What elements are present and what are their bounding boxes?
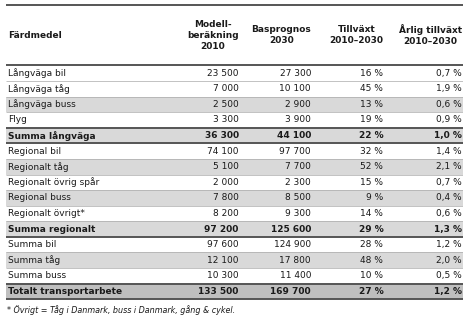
- Bar: [6, 252, 463, 268]
- Text: 44 100: 44 100: [276, 131, 310, 140]
- Text: 14 %: 14 %: [360, 209, 382, 218]
- Bar: [6, 175, 463, 190]
- Bar: [6, 206, 463, 221]
- Text: Färdmedel: Färdmedel: [8, 31, 62, 40]
- Text: Summa regionalt: Summa regionalt: [8, 225, 95, 233]
- Text: 10 %: 10 %: [360, 271, 382, 280]
- Text: 1,4 %: 1,4 %: [435, 146, 461, 156]
- Text: Regionalt tåg: Regionalt tåg: [8, 162, 69, 172]
- Bar: [6, 284, 463, 299]
- Text: 2,0 %: 2,0 %: [435, 256, 461, 265]
- Text: Regionalt övrig spår: Regionalt övrig spår: [8, 177, 100, 187]
- Text: 3 900: 3 900: [285, 115, 310, 125]
- Text: 0,6 %: 0,6 %: [435, 100, 461, 109]
- Text: 52 %: 52 %: [360, 162, 382, 171]
- Text: Årlig tillväxt
2010–2030: Årlig tillväxt 2010–2030: [398, 24, 461, 46]
- Bar: [6, 237, 463, 252]
- Text: 1,9 %: 1,9 %: [435, 84, 461, 93]
- Text: 15 %: 15 %: [360, 178, 382, 187]
- Text: Summa långväga: Summa långväga: [8, 130, 96, 141]
- Text: 8 200: 8 200: [213, 209, 238, 218]
- Text: 2 500: 2 500: [213, 100, 238, 109]
- Bar: [6, 96, 463, 112]
- Text: 45 %: 45 %: [360, 84, 382, 93]
- Text: 32 %: 32 %: [360, 146, 382, 156]
- Text: 1,2 %: 1,2 %: [433, 287, 461, 296]
- Text: 2,1 %: 2,1 %: [435, 162, 461, 171]
- Text: 27 %: 27 %: [358, 287, 382, 296]
- Text: Basprognos
2030: Basprognos 2030: [251, 25, 310, 45]
- Text: 7 800: 7 800: [213, 193, 238, 202]
- Text: 0,4 %: 0,4 %: [435, 193, 461, 202]
- Text: 124 900: 124 900: [273, 240, 310, 249]
- Text: 2 900: 2 900: [285, 100, 310, 109]
- Text: Summa tåg: Summa tåg: [8, 255, 61, 265]
- Bar: [6, 221, 463, 237]
- Text: 11 400: 11 400: [279, 271, 310, 280]
- Text: 29 %: 29 %: [358, 225, 382, 233]
- Text: 0,6 %: 0,6 %: [435, 209, 461, 218]
- Text: Långväga buss: Långväga buss: [8, 99, 76, 109]
- Bar: [6, 268, 463, 284]
- Text: 19 %: 19 %: [360, 115, 382, 125]
- Text: 1,0 %: 1,0 %: [433, 131, 461, 140]
- Text: 5 100: 5 100: [213, 162, 238, 171]
- Bar: [6, 5, 463, 65]
- Text: 1,2 %: 1,2 %: [435, 240, 461, 249]
- Text: 12 100: 12 100: [206, 256, 238, 265]
- Text: 9 300: 9 300: [285, 209, 310, 218]
- Text: Summa bil: Summa bil: [8, 240, 56, 249]
- Text: Regional buss: Regional buss: [8, 193, 71, 202]
- Bar: [6, 112, 463, 128]
- Text: 125 600: 125 600: [270, 225, 310, 233]
- Text: 97 700: 97 700: [279, 146, 310, 156]
- Text: 7 000: 7 000: [213, 84, 238, 93]
- Text: 0,9 %: 0,9 %: [435, 115, 461, 125]
- Text: Modell-
beräkning
2010: Modell- beräkning 2010: [187, 20, 238, 51]
- Text: 3 300: 3 300: [213, 115, 238, 125]
- Text: * Övrigt = Tåg i Danmark, buss i Danmark, gång & cykel.: * Övrigt = Tåg i Danmark, buss i Danmark…: [7, 305, 235, 315]
- Text: 10 100: 10 100: [279, 84, 310, 93]
- Text: Regional bil: Regional bil: [8, 146, 61, 156]
- Text: 28 %: 28 %: [360, 240, 382, 249]
- Text: 0,5 %: 0,5 %: [435, 271, 461, 280]
- Text: Långväga tåg: Långväga tåg: [8, 84, 70, 94]
- Text: 17 800: 17 800: [279, 256, 310, 265]
- Text: 23 500: 23 500: [206, 69, 238, 78]
- Text: Totalt transportarbete: Totalt transportarbete: [8, 287, 122, 296]
- Text: 22 %: 22 %: [358, 131, 382, 140]
- Text: 13 %: 13 %: [360, 100, 382, 109]
- Bar: [6, 159, 463, 175]
- Text: 169 700: 169 700: [270, 287, 310, 296]
- Bar: [6, 143, 463, 159]
- Text: 0,7 %: 0,7 %: [435, 178, 461, 187]
- Text: 74 100: 74 100: [206, 146, 238, 156]
- Bar: [6, 65, 463, 81]
- Text: 7 700: 7 700: [285, 162, 310, 171]
- Text: Regionalt övrigt*: Regionalt övrigt*: [8, 209, 85, 218]
- Text: 8 500: 8 500: [285, 193, 310, 202]
- Text: 97 200: 97 200: [204, 225, 238, 233]
- Bar: [6, 128, 463, 143]
- Text: 97 600: 97 600: [206, 240, 238, 249]
- Text: 16 %: 16 %: [360, 69, 382, 78]
- Text: 2 000: 2 000: [213, 178, 238, 187]
- Text: 133 500: 133 500: [198, 287, 238, 296]
- Text: 36 300: 36 300: [204, 131, 238, 140]
- Text: 1,3 %: 1,3 %: [433, 225, 461, 233]
- Text: Flyg: Flyg: [8, 115, 27, 125]
- Text: Långväga bil: Långväga bil: [8, 68, 66, 78]
- Text: 10 300: 10 300: [206, 271, 238, 280]
- Bar: [6, 190, 463, 206]
- Text: Tillväxt
2010–2030: Tillväxt 2010–2030: [329, 25, 382, 45]
- Text: Summa buss: Summa buss: [8, 271, 66, 280]
- Text: 0,7 %: 0,7 %: [435, 69, 461, 78]
- Bar: [6, 81, 463, 96]
- Text: 2 300: 2 300: [285, 178, 310, 187]
- Text: 9 %: 9 %: [365, 193, 382, 202]
- Text: 27 300: 27 300: [279, 69, 310, 78]
- Text: 48 %: 48 %: [360, 256, 382, 265]
